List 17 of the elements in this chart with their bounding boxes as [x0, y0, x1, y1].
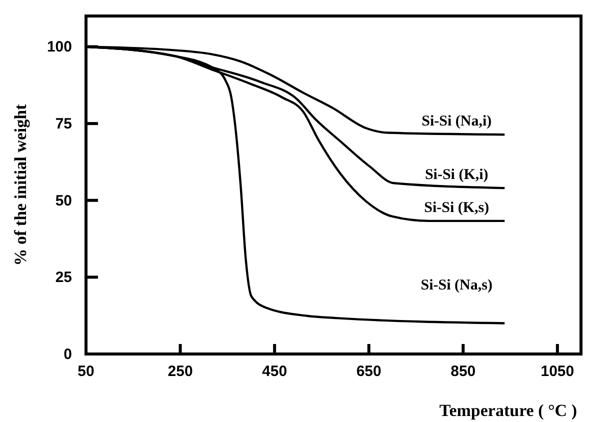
- y-tick-label: 50: [55, 192, 72, 210]
- y-tick-label: 0: [64, 346, 72, 363]
- y-axis-title: % of the initial weight: [11, 104, 30, 266]
- y-tick-label: 75: [55, 116, 72, 133]
- x-tick-label: 650: [356, 363, 382, 380]
- y-tick-label: 100: [46, 38, 72, 56]
- x-tick-label: 50: [78, 363, 94, 380]
- x-tick-label: 250: [168, 363, 193, 380]
- x-tick-label: 1050: [540, 363, 574, 380]
- series-label: Si-Si (Na,s): [420, 277, 492, 294]
- x-tick-label: 850: [450, 363, 476, 380]
- series-label: Si-Si (K,i): [424, 167, 488, 184]
- series-label: Si-Si (Na,i): [422, 114, 492, 130]
- y-tick-label: 25: [55, 269, 72, 286]
- x-tick-label: 450: [262, 363, 288, 380]
- series-label: Si-Si (K,s): [424, 200, 490, 216]
- x-axis-title: Temperature ( °C ): [439, 401, 577, 420]
